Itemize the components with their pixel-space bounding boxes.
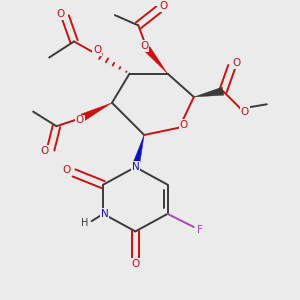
Text: O: O xyxy=(140,41,148,51)
Text: O: O xyxy=(241,106,249,117)
Text: O: O xyxy=(179,120,188,130)
Text: O: O xyxy=(63,165,71,175)
Text: O: O xyxy=(232,58,240,68)
Text: O: O xyxy=(76,116,84,125)
Text: H: H xyxy=(81,218,88,228)
Text: N: N xyxy=(101,209,109,219)
Polygon shape xyxy=(132,135,144,168)
Polygon shape xyxy=(194,87,224,97)
Polygon shape xyxy=(81,103,112,121)
Text: O: O xyxy=(159,2,167,11)
Text: O: O xyxy=(131,259,140,269)
Text: O: O xyxy=(41,146,49,156)
Polygon shape xyxy=(144,46,167,74)
Text: O: O xyxy=(93,45,101,55)
Text: F: F xyxy=(197,225,203,235)
Text: N: N xyxy=(131,162,139,172)
Text: O: O xyxy=(57,9,65,19)
